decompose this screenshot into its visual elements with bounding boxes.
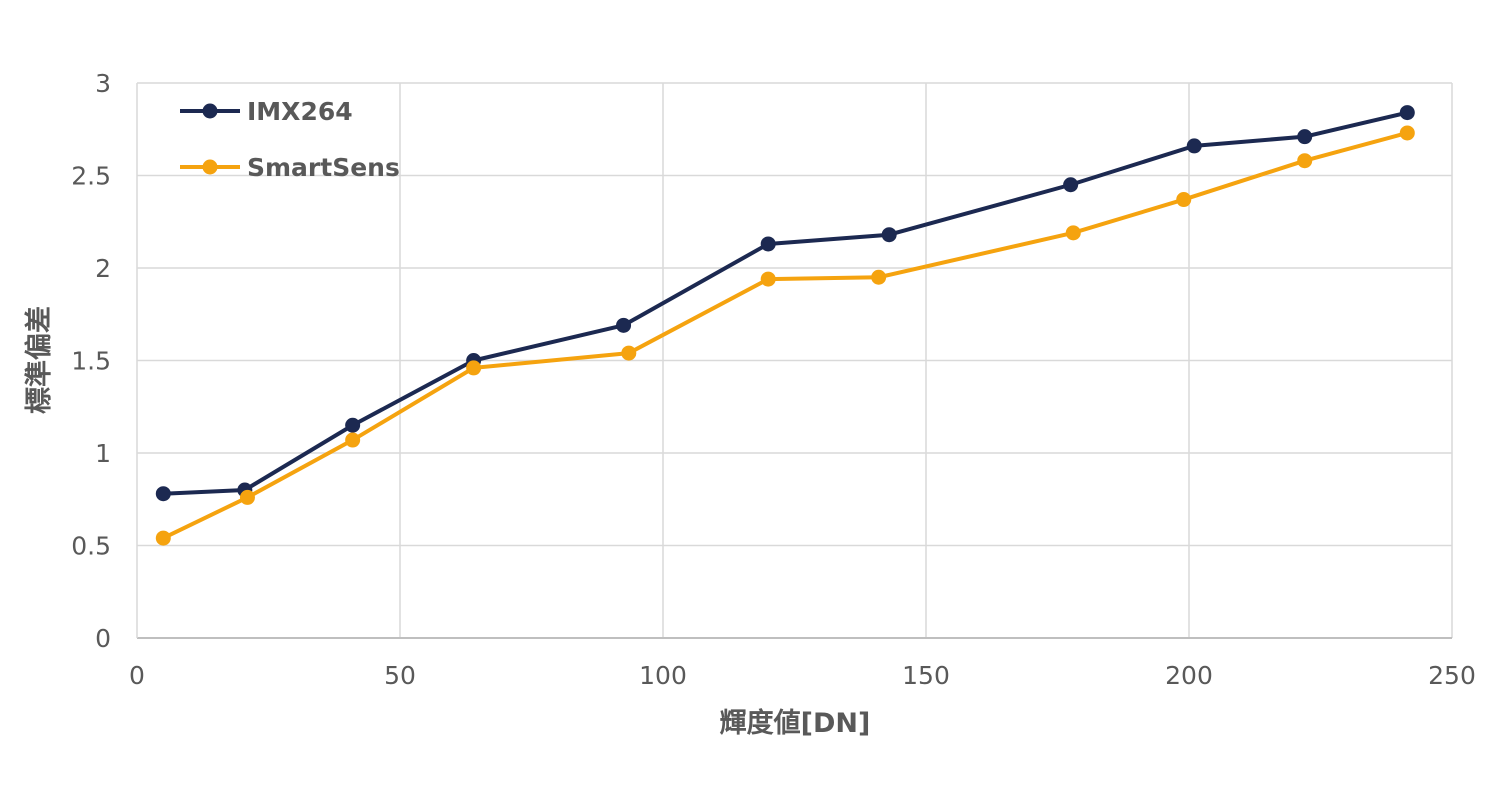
data-point-smartsens [1297, 153, 1313, 169]
y-tick-label: 1.5 [71, 347, 111, 376]
axes [136, 83, 1452, 639]
data-point-smartsens [1065, 225, 1081, 241]
data-point-smartsens [1399, 125, 1415, 141]
data-point-imx264 [1186, 138, 1202, 154]
y-tick-label: 0.5 [71, 532, 111, 561]
legend-label: IMX264 [247, 97, 353, 126]
data-point-smartsens [760, 271, 776, 287]
series-line-smartsens [161, 130, 1410, 541]
x-tick-label: 250 [1428, 661, 1476, 690]
data-point-imx264 [155, 486, 171, 502]
data-point-imx264 [345, 417, 361, 433]
data-point-smartsens [345, 432, 361, 448]
x-tick-label: 100 [639, 661, 687, 690]
legend: IMX264 SmartSens [180, 97, 400, 182]
data-point-smartsens [621, 345, 637, 361]
series-layer [155, 105, 1415, 546]
grid-lines [137, 82, 1453, 638]
data-point-imx264 [1063, 177, 1079, 193]
y-axis-title: 標準偏差 [23, 306, 55, 414]
data-point-imx264 [1297, 129, 1313, 145]
x-axis-title: 輝度値[DN] [720, 707, 871, 739]
y-tick-label: 1 [95, 439, 111, 468]
series-imx264 [155, 105, 1415, 502]
data-point-smartsens [239, 489, 255, 505]
data-point-imx264 [881, 227, 897, 243]
legend-swatch-marker [202, 103, 218, 119]
y-tick-label: 3 [95, 69, 111, 98]
data-point-imx264 [1399, 105, 1415, 121]
tick-labels: 0 0.5 1 1.5 2 2.5 3 0 50 100 150 200 250 [71, 69, 1476, 690]
legend-swatch-marker [202, 159, 218, 175]
legend-item-smartsens: SmartSens [180, 153, 400, 182]
x-tick-label: 50 [384, 661, 416, 690]
series-smartsens [155, 125, 1415, 546]
data-point-smartsens [1176, 192, 1192, 208]
x-tick-label: 0 [129, 661, 145, 690]
x-tick-label: 150 [902, 661, 950, 690]
y-tick-label: 2.5 [71, 162, 111, 191]
data-point-imx264 [616, 317, 632, 333]
data-point-smartsens [466, 360, 482, 376]
legend-label: SmartSens [247, 153, 400, 182]
data-point-imx264 [760, 236, 776, 252]
y-tick-label: 0 [95, 624, 111, 653]
data-point-smartsens [871, 269, 887, 285]
legend-item-imx264: IMX264 [180, 97, 353, 126]
data-point-smartsens [155, 530, 171, 546]
x-tick-label: 200 [1165, 661, 1213, 690]
y-tick-label: 2 [95, 254, 111, 283]
